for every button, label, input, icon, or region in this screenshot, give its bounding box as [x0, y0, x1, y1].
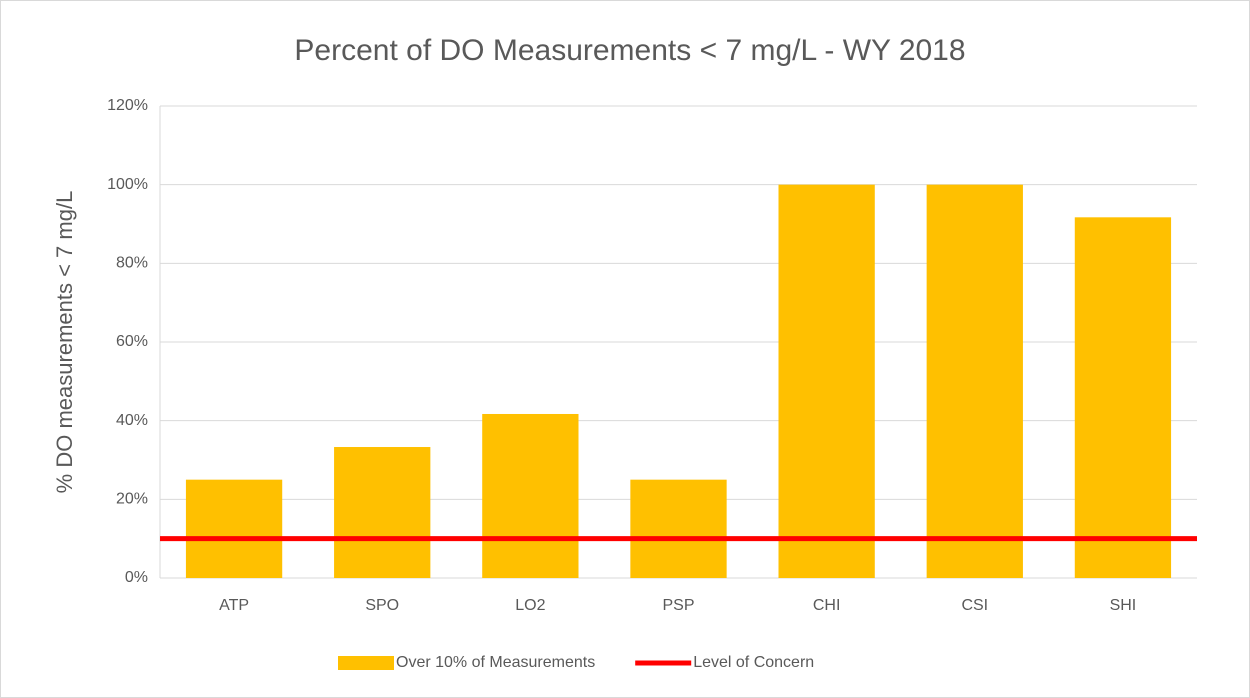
chart-title: Percent of DO Measurements < 7 mg/L - WY… — [294, 34, 965, 67]
legend-swatch — [338, 656, 394, 670]
legend-label: Over 10% of Measurements — [396, 654, 595, 671]
y-tick-label: 80% — [116, 255, 148, 272]
bar — [334, 447, 431, 578]
legend-label: Level of Concern — [693, 654, 814, 671]
y-tick-label: 100% — [107, 176, 148, 193]
x-tick-label: PSP — [662, 597, 694, 614]
bar — [778, 184, 875, 578]
y-tick-label: 20% — [116, 491, 148, 508]
y-axis-label: % DO measurements < 7 mg/L — [52, 191, 77, 494]
x-tick-label: ATP — [219, 597, 249, 614]
y-tick-label: 60% — [116, 333, 148, 350]
bar — [926, 184, 1023, 578]
bar — [482, 413, 579, 578]
y-tick-label: 40% — [116, 412, 148, 429]
x-tick-label: LO2 — [515, 597, 545, 614]
bar — [630, 479, 727, 578]
x-tick-label: CSI — [961, 597, 988, 614]
bar — [1074, 217, 1172, 578]
x-tick-label: SHI — [1110, 597, 1137, 614]
y-tick-label: 120% — [107, 97, 148, 114]
bar — [185, 479, 283, 578]
x-tick-label: SPO — [365, 597, 399, 614]
x-tick-label: CHI — [813, 597, 841, 614]
y-tick-label: 0% — [125, 569, 148, 586]
